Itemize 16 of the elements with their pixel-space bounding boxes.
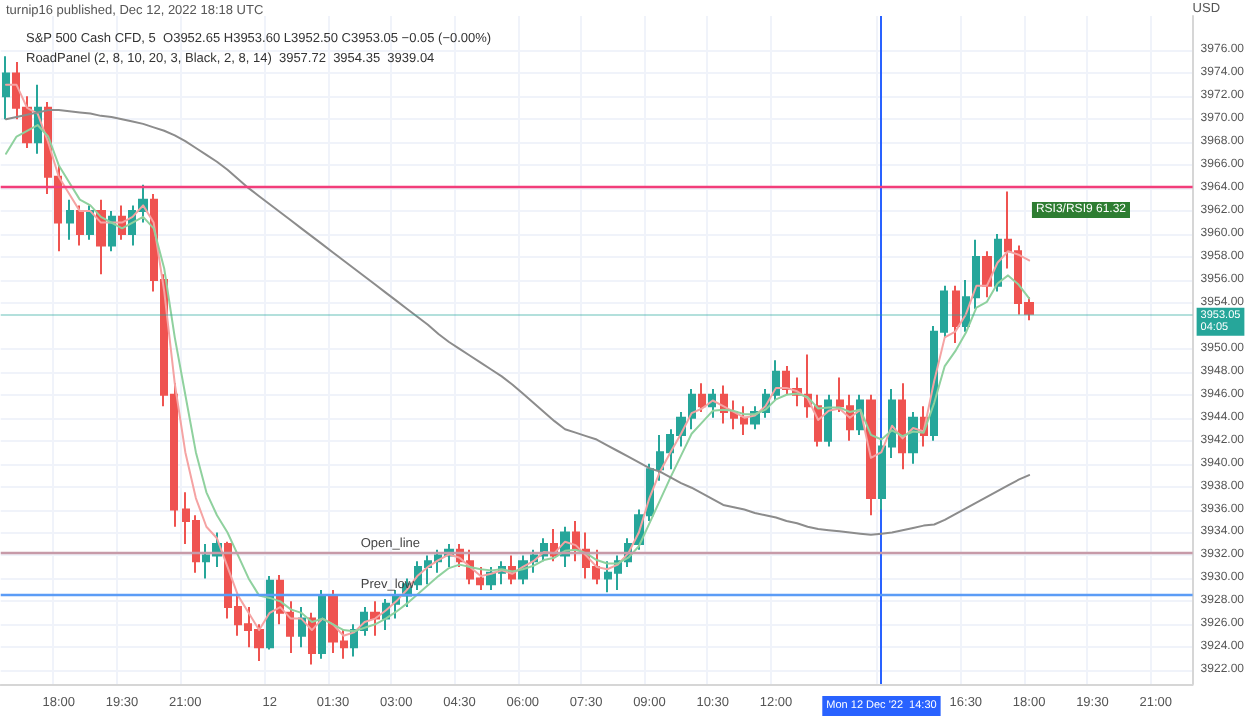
candlestick xyxy=(108,210,116,253)
candlestick xyxy=(318,588,326,660)
line-series xyxy=(4,109,1031,536)
candlestick xyxy=(898,382,906,471)
candlestick xyxy=(824,393,832,448)
candlestick xyxy=(698,382,706,413)
candlestick xyxy=(782,365,790,396)
candlestick xyxy=(86,204,94,241)
candlestick xyxy=(66,198,74,241)
candlestick xyxy=(76,204,84,247)
candlestick xyxy=(688,388,696,431)
candlestick xyxy=(298,606,306,649)
candlestick xyxy=(982,250,992,299)
candlestick xyxy=(952,284,960,345)
candlestick xyxy=(2,55,10,121)
candlestick xyxy=(866,393,876,517)
